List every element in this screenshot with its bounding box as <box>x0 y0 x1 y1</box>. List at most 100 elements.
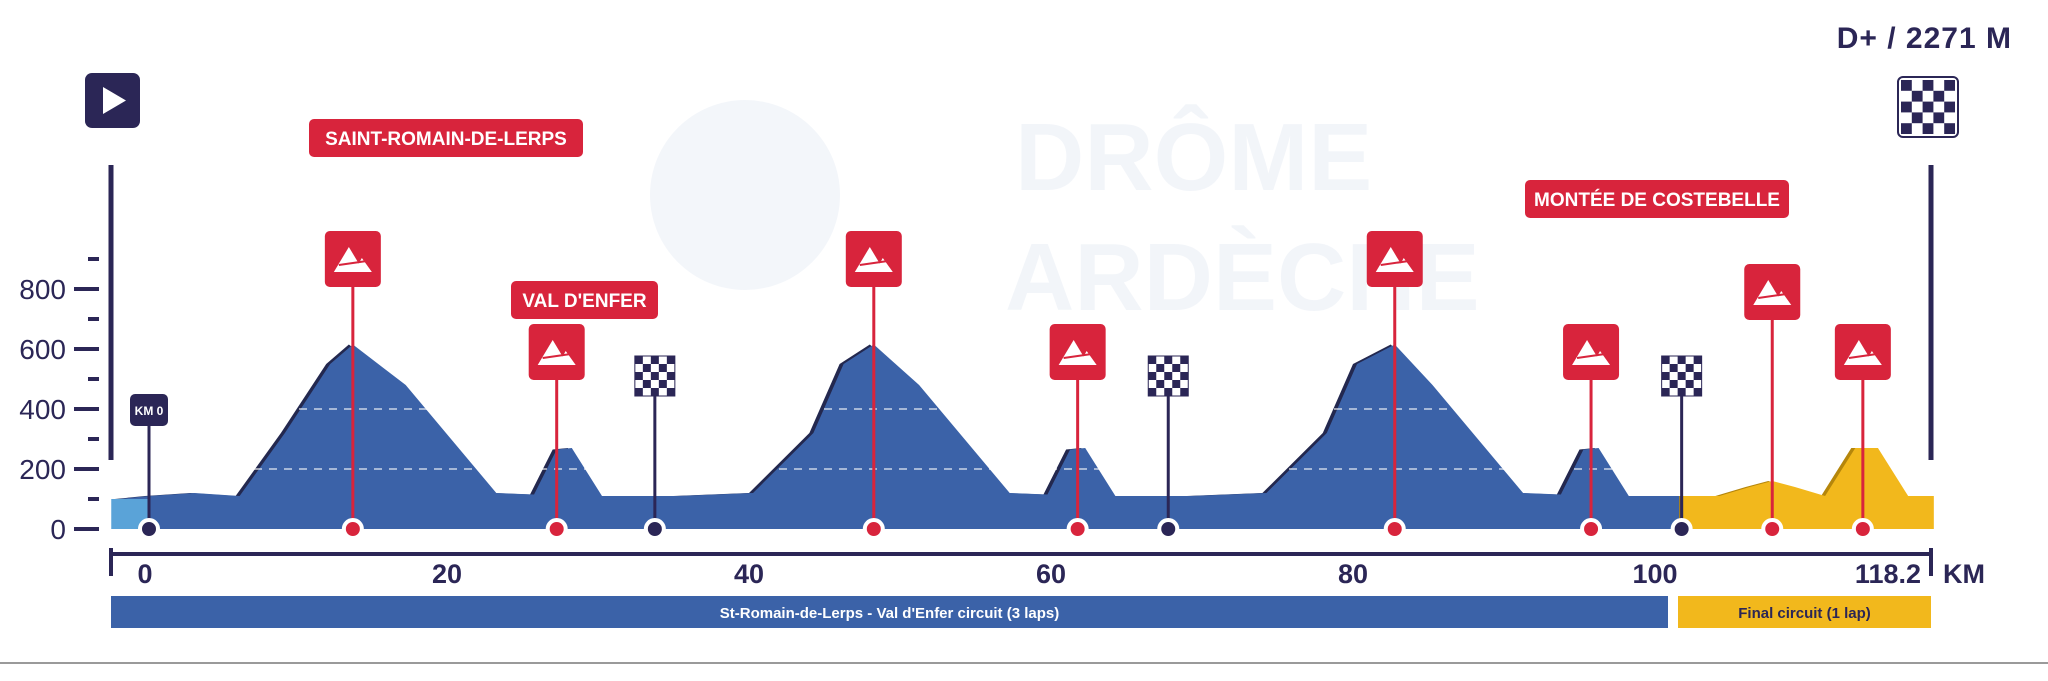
checker-square <box>1944 123 1955 134</box>
x-axis-tick-label: 100 <box>1632 559 1677 589</box>
climb-icon-road <box>1063 353 1092 359</box>
climb-icon-peak <box>1572 340 1603 365</box>
lap-finish-flag-icon <box>1147 355 1189 397</box>
checker-square <box>1677 356 1686 364</box>
section-bar-circuit <box>111 596 1668 628</box>
climb-dot <box>1383 518 1406 540</box>
checker-square <box>1172 380 1181 388</box>
checker-square <box>658 364 667 372</box>
section-bar-final <box>1678 596 1931 628</box>
checker-square <box>1901 123 1912 134</box>
climb-dot <box>862 518 885 540</box>
x-axis-tick-label: 118.2 <box>1855 559 1921 589</box>
climb-icon-peak-small <box>1395 258 1414 272</box>
climb-icon-peak <box>537 340 568 365</box>
checker-square <box>1164 388 1173 396</box>
climb-name-bg <box>309 119 583 157</box>
checker-square <box>1164 372 1173 380</box>
checker-square <box>1180 356 1189 364</box>
climb-icon-peak-small <box>353 258 372 272</box>
y-axis-tick-label: 800 <box>19 274 66 305</box>
checker-square <box>1677 372 1686 380</box>
x-axis-tick-label: 40 <box>734 559 764 589</box>
climb-dot <box>341 518 364 540</box>
checker-square <box>1156 380 1165 388</box>
profile-area-final <box>1683 448 1934 529</box>
climb-icon-peak <box>1843 340 1874 365</box>
x-axis-tick-label: 0 <box>137 559 152 589</box>
checker-square <box>1661 356 1670 364</box>
climb-icon-road <box>859 260 888 266</box>
climb-icon-road <box>542 353 571 359</box>
start-flag-icon <box>85 73 140 128</box>
y-axis-tick-label: 600 <box>19 334 66 365</box>
climb-name-label: VAL D'ENFER <box>522 291 646 312</box>
climb-icon-peak-small <box>1773 291 1792 305</box>
elevation-gain: D+ / 2271 M <box>1837 22 2012 55</box>
climb-icon-road <box>1848 353 1877 359</box>
climb-name-tag: MONTÉE DE COSTEBELLE <box>1525 180 1789 218</box>
climb-icon-peak-small <box>1592 351 1611 365</box>
checker-square <box>658 380 667 388</box>
checker-square <box>1901 80 1912 91</box>
y-axis-tick-label: 400 <box>19 394 66 425</box>
climb-mountain-icon <box>1563 324 1620 380</box>
lap-finish-flag-icon <box>1661 355 1703 397</box>
checker-square <box>1944 80 1955 91</box>
watermark-line1: DRÔME <box>1015 103 1372 211</box>
climb-name-label: MONTÉE DE COSTEBELLE <box>1534 189 1780 211</box>
climb-icon-road <box>1576 353 1606 359</box>
checker-square <box>634 388 643 396</box>
checker-square <box>1677 388 1686 396</box>
checker-square <box>634 372 643 380</box>
climb-dot <box>1066 518 1089 540</box>
checker-square <box>1685 380 1694 388</box>
checker-square <box>650 356 659 364</box>
climb-mountain-icon <box>1366 231 1423 287</box>
checker-square <box>1693 372 1702 380</box>
checker-square <box>642 380 651 388</box>
climb-icon-peak-small <box>874 258 893 272</box>
climb-name-label: SAINT-ROMAIN-DE-LERPS <box>325 129 567 150</box>
checker-square <box>1693 356 1702 364</box>
climb-mountain-icon <box>845 231 902 287</box>
climb-name-bg <box>1525 180 1789 218</box>
lap-finish-dot <box>1670 518 1693 540</box>
checker-square <box>1661 372 1670 380</box>
checker-square <box>642 364 651 372</box>
checker-square <box>650 388 659 396</box>
km0-badge: KM 0 <box>130 394 168 426</box>
y-axis-tick-label: 200 <box>19 454 66 485</box>
climb-dot <box>1761 518 1784 540</box>
climb-mountain-icon <box>1834 324 1891 380</box>
climb-dot <box>1851 518 1874 540</box>
checker-square <box>1164 356 1173 364</box>
checker-square <box>1901 101 1912 113</box>
climb-icon-peak-small <box>1863 351 1882 365</box>
x-axis-unit: KM <box>1943 559 1985 589</box>
checker-square <box>1148 388 1157 396</box>
watermark: DRÔME ARDÈCHE <box>650 100 1480 331</box>
lap-finish-dot <box>1157 518 1180 540</box>
checker-square <box>1922 123 1934 134</box>
climb-icon-peak <box>333 247 364 272</box>
profile-area-circuit <box>118 344 1684 529</box>
checker-square <box>1669 380 1678 388</box>
checker-square <box>666 388 675 396</box>
climb-icon-peak <box>1753 280 1784 305</box>
checker-square <box>1669 364 1678 372</box>
section-label-circuit: St-Romain-de-Lerps - Val d'Enfer circuit… <box>720 605 1059 622</box>
checker-square <box>1172 364 1181 372</box>
section-label-final: Final circuit (1 lap) <box>1738 605 1871 622</box>
x-axis-tick-label: 20 <box>432 559 462 589</box>
km0-label: KM 0 <box>135 404 164 418</box>
checker-square <box>1148 372 1157 380</box>
climb-icon-peak <box>1375 247 1406 272</box>
climb-icon-peak-small <box>557 351 576 365</box>
checker-square <box>634 356 643 364</box>
checker-square <box>1180 372 1189 380</box>
climb-icon-road <box>338 260 367 266</box>
checker-square <box>666 356 675 364</box>
